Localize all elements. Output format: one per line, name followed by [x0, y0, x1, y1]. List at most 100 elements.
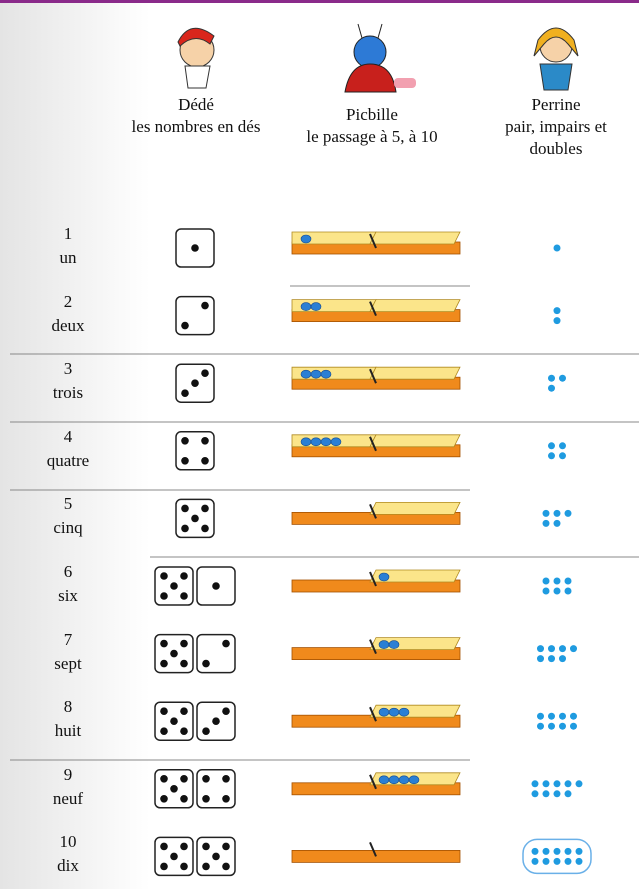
row-number: 4 [63, 426, 73, 446]
die [175, 295, 215, 336]
die-pip [181, 504, 189, 513]
die-pip [160, 707, 168, 715]
picbille-token [300, 234, 312, 244]
picbille-divider [369, 301, 377, 316]
row-number: 3 [63, 359, 73, 379]
picbille-token [378, 707, 390, 717]
die-pip [180, 639, 188, 648]
picbille-divider [369, 639, 377, 654]
die-pip [212, 852, 220, 861]
perrine-dot [559, 374, 566, 382]
picbille-lid [369, 231, 461, 245]
die-pip [202, 862, 210, 871]
die-pip [191, 514, 199, 523]
perrine-dot [542, 509, 550, 517]
die-pip [180, 842, 188, 851]
picbille-token [398, 707, 410, 717]
die-pip [180, 707, 188, 715]
picbille-token [408, 775, 420, 785]
perrine-dot [548, 442, 555, 450]
picbille-token [300, 302, 312, 311]
row-word: neuf [52, 788, 84, 808]
die-pip [160, 795, 168, 803]
die-pip [181, 457, 189, 465]
die-pip [160, 572, 168, 580]
perrine-dot [537, 722, 544, 730]
perrine-dot [553, 317, 561, 325]
picbille-token [378, 572, 390, 582]
die-pip [180, 572, 188, 580]
perrine-icon [533, 27, 579, 91]
picbille-lid [369, 502, 461, 515]
perrine-dot [548, 655, 555, 663]
perrine-dot [537, 655, 544, 663]
die-pip [222, 639, 230, 648]
die-pip [202, 727, 210, 735]
perrine-dot [553, 509, 561, 517]
perrine-dot [570, 712, 577, 720]
perrine-dot [570, 645, 577, 653]
picbille-token [378, 640, 390, 649]
perrine-dot [553, 857, 561, 865]
die-pip [202, 659, 210, 668]
die-pip [180, 795, 188, 803]
die-pip [160, 842, 168, 851]
perrine-dot [531, 857, 539, 865]
perrine-dot [553, 519, 561, 527]
picbille-token [300, 369, 312, 379]
die-pip [160, 862, 168, 871]
die [196, 633, 236, 674]
picbille-token [388, 640, 400, 649]
perrine-dot [564, 780, 572, 788]
row-word: trois [52, 383, 84, 403]
perrine-dot [542, 857, 550, 865]
perrine-dot [559, 655, 566, 663]
dede-icon [177, 27, 215, 89]
perrine-dot [542, 577, 550, 585]
row-word: huit [54, 721, 82, 741]
perrine-dot [537, 712, 544, 720]
perrine-dot [542, 519, 550, 527]
perrine-dot [575, 847, 583, 855]
die-pip [222, 775, 230, 783]
picbille-token [320, 369, 332, 379]
die-pip [180, 862, 188, 871]
row-word: deux [51, 315, 85, 335]
picbille-divider [369, 571, 377, 587]
row-number: 7 [63, 629, 73, 649]
die-pip [160, 592, 168, 600]
picbille-token [300, 437, 312, 447]
perrine-dot [564, 857, 572, 865]
die-pip [180, 592, 188, 600]
picbille-divider [369, 436, 377, 452]
perrine-dot [542, 587, 550, 595]
die [175, 431, 215, 471]
die-pip [202, 775, 210, 783]
perrine-dot [564, 847, 572, 855]
picbille-icon [344, 23, 416, 93]
picbille-token [388, 707, 400, 717]
die-pip [181, 389, 189, 398]
picbille-lid [369, 434, 461, 448]
picbille-lid [369, 366, 461, 380]
perrine-dot [553, 790, 561, 798]
row-word: sept [54, 653, 82, 673]
die-pip [181, 524, 189, 533]
die-pip [201, 524, 209, 533]
die-pip [201, 457, 209, 465]
perrine-dot [564, 587, 572, 595]
perrine-dot [542, 847, 550, 855]
die-pip [191, 379, 199, 388]
die-pip [201, 437, 209, 445]
perrine-dot [559, 722, 566, 730]
perrine-dot [564, 577, 572, 585]
picbille-divider [369, 233, 377, 249]
die-pip [160, 727, 168, 735]
row-word: dix [57, 856, 79, 876]
die-pip [222, 842, 230, 851]
die-pip [180, 727, 188, 735]
column-name: Dédé [178, 95, 214, 114]
die-pip [170, 785, 178, 793]
perrine-dot [559, 645, 566, 653]
